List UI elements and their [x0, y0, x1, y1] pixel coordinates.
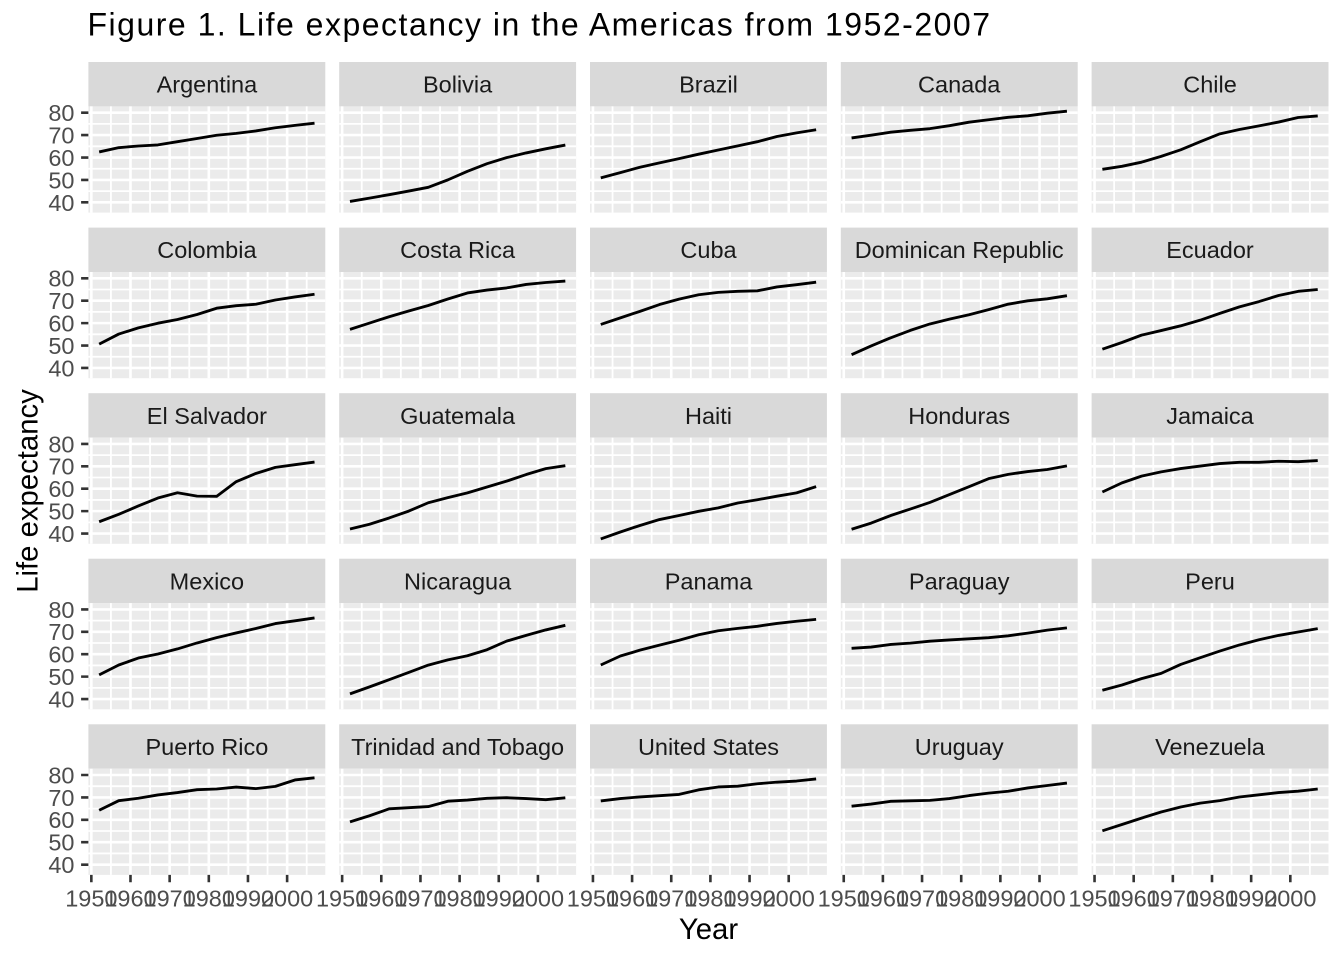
svg-text:50: 50 — [48, 499, 74, 525]
svg-text:1970: 1970 — [1147, 886, 1199, 912]
svg-text:1960: 1960 — [857, 886, 909, 912]
svg-text:Chile: Chile — [1183, 72, 1237, 98]
svg-text:Canada: Canada — [918, 72, 1001, 98]
svg-text:Haiti: Haiti — [685, 403, 732, 429]
svg-text:Uruguay: Uruguay — [915, 734, 1004, 760]
svg-text:1970: 1970 — [896, 886, 948, 912]
svg-text:1950: 1950 — [818, 886, 870, 912]
svg-text:Argentina: Argentina — [157, 72, 259, 98]
svg-text:80: 80 — [48, 762, 74, 788]
svg-text:1970: 1970 — [645, 886, 697, 912]
svg-text:1990: 1990 — [222, 886, 274, 912]
svg-text:Ecuador: Ecuador — [1166, 237, 1254, 263]
svg-text:80: 80 — [48, 431, 74, 457]
svg-text:1970: 1970 — [394, 886, 446, 912]
svg-text:40: 40 — [48, 355, 74, 381]
svg-text:1960: 1960 — [606, 886, 658, 912]
svg-text:Year: Year — [679, 913, 738, 946]
svg-text:1980: 1980 — [1186, 886, 1238, 912]
svg-text:70: 70 — [48, 288, 74, 314]
svg-text:1980: 1980 — [183, 886, 235, 912]
svg-text:1950: 1950 — [316, 886, 368, 912]
svg-text:Guatemala: Guatemala — [400, 403, 516, 429]
svg-text:2000: 2000 — [1013, 886, 1065, 912]
svg-text:1990: 1990 — [473, 886, 525, 912]
svg-text:1990: 1990 — [974, 886, 1026, 912]
svg-text:United States: United States — [638, 734, 779, 760]
svg-text:1960: 1960 — [1108, 886, 1160, 912]
svg-text:40: 40 — [48, 686, 74, 712]
svg-text:Venezuela: Venezuela — [1155, 734, 1266, 760]
svg-text:1960: 1960 — [355, 886, 407, 912]
svg-text:40: 40 — [48, 190, 74, 216]
svg-text:50: 50 — [48, 664, 74, 690]
svg-text:1970: 1970 — [144, 886, 196, 912]
svg-text:1950: 1950 — [567, 886, 619, 912]
svg-text:70: 70 — [48, 454, 74, 480]
svg-text:Bolivia: Bolivia — [423, 72, 493, 98]
svg-text:1960: 1960 — [104, 886, 156, 912]
svg-text:2000: 2000 — [763, 886, 815, 912]
svg-text:1990: 1990 — [723, 886, 775, 912]
svg-text:60: 60 — [48, 145, 74, 171]
svg-text:Dominican Republic: Dominican Republic — [855, 237, 1064, 263]
svg-text:70: 70 — [48, 785, 74, 811]
svg-text:1980: 1980 — [935, 886, 987, 912]
svg-text:1990: 1990 — [1225, 886, 1277, 912]
svg-text:50: 50 — [48, 333, 74, 359]
svg-text:2000: 2000 — [261, 886, 313, 912]
svg-text:80: 80 — [48, 266, 74, 292]
svg-text:Cuba: Cuba — [680, 237, 737, 263]
svg-text:Colombia: Colombia — [157, 237, 257, 263]
svg-text:Life expectancy: Life expectancy — [12, 389, 45, 593]
svg-text:1980: 1980 — [684, 886, 736, 912]
svg-text:60: 60 — [48, 476, 74, 502]
svg-text:60: 60 — [48, 807, 74, 833]
svg-text:40: 40 — [48, 521, 74, 547]
svg-text:El Salvador: El Salvador — [147, 403, 267, 429]
svg-text:2000: 2000 — [512, 886, 564, 912]
svg-text:Honduras: Honduras — [908, 403, 1010, 429]
svg-text:80: 80 — [48, 100, 74, 126]
svg-text:Nicaragua: Nicaragua — [404, 568, 512, 594]
svg-text:Figure 1. Life expectancy in t: Figure 1. Life expectancy in the America… — [88, 7, 992, 43]
svg-text:1950: 1950 — [65, 886, 117, 912]
svg-text:60: 60 — [48, 311, 74, 337]
svg-text:60: 60 — [48, 642, 74, 668]
svg-text:1980: 1980 — [433, 886, 485, 912]
svg-text:Mexico: Mexico — [170, 568, 244, 594]
svg-text:2000: 2000 — [1264, 886, 1316, 912]
svg-text:50: 50 — [48, 167, 74, 193]
svg-text:Brazil: Brazil — [679, 72, 738, 98]
svg-text:70: 70 — [48, 619, 74, 645]
svg-text:80: 80 — [48, 597, 74, 623]
svg-text:Costa Rica: Costa Rica — [400, 237, 516, 263]
svg-text:50: 50 — [48, 830, 74, 856]
svg-text:Panama: Panama — [665, 568, 753, 594]
svg-text:Paraguay: Paraguay — [909, 568, 1010, 594]
svg-text:40: 40 — [48, 852, 74, 878]
svg-text:Peru: Peru — [1185, 568, 1235, 594]
svg-text:Puerto Rico: Puerto Rico — [146, 734, 269, 760]
svg-text:70: 70 — [48, 123, 74, 149]
svg-text:Trinidad and Tobago: Trinidad and Tobago — [351, 734, 564, 760]
svg-text:1950: 1950 — [1068, 886, 1120, 912]
svg-text:Jamaica: Jamaica — [1166, 403, 1254, 429]
